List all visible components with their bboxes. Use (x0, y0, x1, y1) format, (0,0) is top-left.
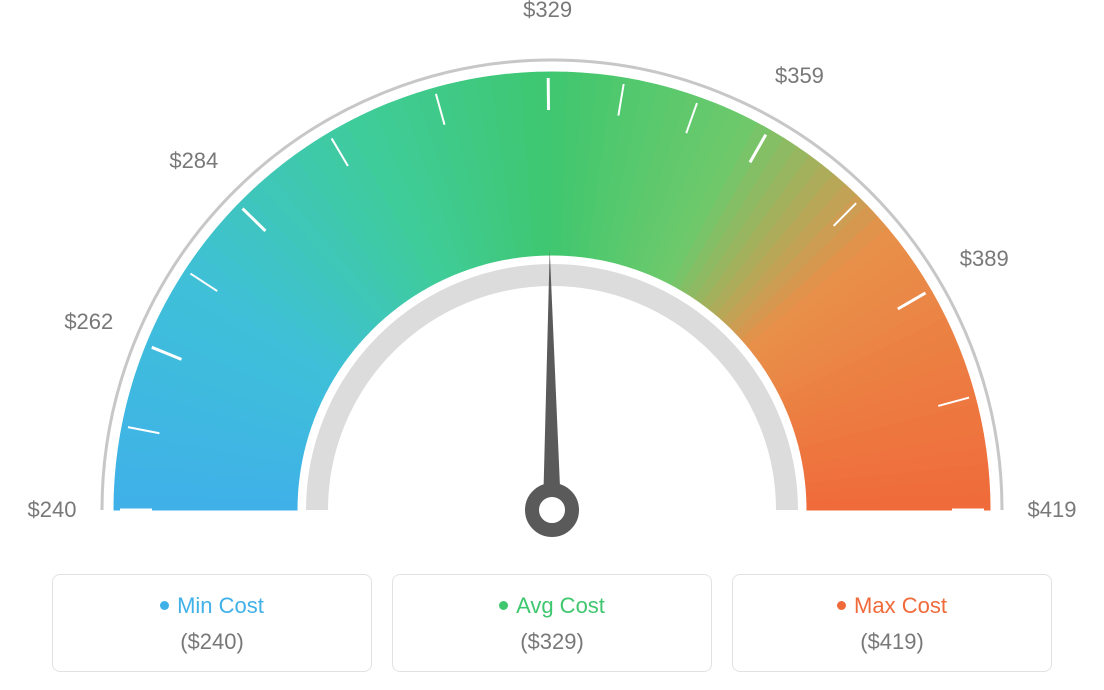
legend-value-avg: ($329) (403, 629, 701, 655)
legend-title-avg: Avg Cost (403, 593, 701, 619)
legend-title-max-text: Max Cost (854, 593, 947, 618)
legend-title-min: Min Cost (63, 593, 361, 619)
gauge-svg (0, 0, 1104, 560)
gauge-tick-label: $389 (960, 246, 1009, 272)
legend-card-min: Min Cost ($240) (52, 574, 372, 672)
legend-title-avg-text: Avg Cost (516, 593, 605, 618)
gauge-tick-label: $240 (28, 497, 77, 523)
legend-card-max: Max Cost ($419) (732, 574, 1052, 672)
gauge-tick-label: $359 (775, 63, 824, 89)
legend-title-min-text: Min Cost (177, 593, 264, 618)
legend-dot-avg (499, 601, 508, 610)
legend-dot-min (160, 601, 169, 610)
gauge-chart: $240 $262 $284 $329 $359 $389 $419 (0, 0, 1104, 560)
gauge-tick-label: $419 (1028, 497, 1077, 523)
legend-value-max: ($419) (743, 629, 1041, 655)
gauge-tick-label: $329 (523, 0, 572, 23)
legend-row: Min Cost ($240) Avg Cost ($329) Max Cost… (0, 574, 1104, 672)
legend-value-min: ($240) (63, 629, 361, 655)
legend-dot-max (837, 601, 846, 610)
gauge-tick-label: $284 (169, 148, 218, 174)
gauge-tick-label: $262 (64, 309, 113, 335)
legend-card-avg: Avg Cost ($329) (392, 574, 712, 672)
legend-title-max: Max Cost (743, 593, 1041, 619)
